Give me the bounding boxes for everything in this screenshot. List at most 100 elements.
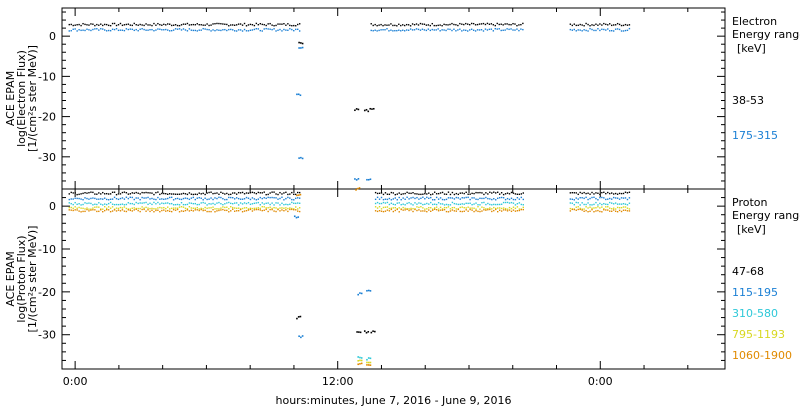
- data-point-proton-1: [216, 197, 218, 200]
- data-point-electron-1: [241, 30, 244, 32]
- legend-entry-proton: 310-580: [732, 307, 778, 320]
- data-point-electron-1: [591, 28, 593, 31]
- data-point-electron-0: [206, 23, 208, 25]
- data-point-proton-3: [200, 207, 202, 210]
- data-point-proton-4: [174, 209, 177, 211]
- data-point-proton-3: [139, 207, 141, 210]
- data-point-proton-2: [68, 202, 70, 204]
- data-point-proton-4: [285, 209, 287, 211]
- data-point-proton-4: [453, 210, 456, 212]
- data-point-proton-2: [388, 203, 391, 206]
- data-point-proton-3: [226, 206, 228, 208]
- data-point-proton-0: [253, 192, 256, 194]
- data-point-proton-4: [483, 209, 485, 211]
- data-point-proton-4: [416, 209, 418, 212]
- data-point-proton-0: [153, 193, 155, 196]
- data-point-proton-0: [614, 192, 617, 195]
- data-point-electron-1: [285, 29, 287, 31]
- data-point-electron-0: [170, 24, 173, 27]
- data-point-electron-0: [455, 24, 457, 26]
- data-point-proton-4: [210, 210, 212, 213]
- data-point-proton-3: [408, 208, 410, 210]
- data-point-proton-0: [86, 192, 88, 194]
- data-point-electron-1: [518, 29, 520, 32]
- data-point-proton-0: [194, 193, 196, 195]
- data-point-proton-1: [380, 196, 383, 199]
- data-point-electron-1: [102, 28, 104, 30]
- data-point-proton-0: [358, 331, 360, 333]
- data-point-proton-3: [153, 208, 155, 210]
- data-point-proton-4: [289, 208, 291, 211]
- data-point-proton-4: [265, 208, 267, 211]
- data-point-proton-1: [176, 197, 179, 200]
- data-point-electron-1: [443, 29, 445, 31]
- data-point-proton-0: [98, 192, 100, 194]
- data-point-electron-1: [405, 29, 408, 31]
- data-point-proton-4: [68, 209, 70, 211]
- data-point-proton-3: [176, 207, 179, 209]
- data-point-proton-4: [155, 209, 157, 212]
- data-point-electron-1: [265, 27, 267, 30]
- data-point-proton-3: [172, 207, 175, 209]
- data-point-proton-2: [243, 202, 246, 204]
- data-point-proton-0: [585, 192, 587, 195]
- data-point-proton-2: [194, 202, 196, 205]
- data-point-electron-1: [386, 28, 388, 30]
- data-point-proton-1: [428, 197, 430, 200]
- data-point-proton-4: [204, 209, 206, 212]
- data-point-electron-0: [614, 24, 617, 26]
- data-point-electron-0: [369, 107, 372, 110]
- data-point-proton-0: [575, 192, 577, 194]
- data-point-proton-4: [253, 209, 256, 211]
- data-point-proton-1: [200, 197, 202, 199]
- data-point-proton-1: [273, 197, 275, 199]
- data-point-electron-0: [90, 23, 92, 25]
- data-point-electron-0: [384, 24, 386, 26]
- data-point-electron-0: [502, 24, 504, 26]
- data-point-proton-2: [607, 203, 609, 206]
- data-point-proton-2: [289, 203, 291, 205]
- data-point-electron-1: [583, 29, 585, 31]
- data-point-proton-2: [161, 202, 163, 204]
- data-point-electron-0: [374, 23, 376, 26]
- data-point-proton-3: [249, 207, 252, 209]
- data-point-proton-1: [259, 196, 261, 199]
- data-point-proton-3: [220, 207, 222, 209]
- data-point-electron-1: [490, 28, 493, 30]
- data-point-proton-3: [443, 206, 446, 209]
- data-point-proton-4: [212, 208, 214, 211]
- data-point-proton-0: [426, 193, 428, 195]
- data-point-electron-0: [224, 23, 226, 25]
- data-point-proton-2: [591, 204, 593, 206]
- data-point-proton-3: [597, 206, 599, 208]
- data-point-proton-0: [297, 316, 300, 318]
- data-point-proton-4: [129, 209, 132, 212]
- data-point-proton-1: [261, 197, 263, 200]
- data-point-proton-3: [508, 206, 511, 209]
- data-point-proton-4: [496, 210, 499, 213]
- data-point-proton-0: [141, 191, 143, 194]
- data-point-proton-4: [369, 364, 372, 366]
- data-point-proton-2: [107, 202, 110, 205]
- data-point-proton-0: [410, 192, 412, 195]
- data-point-electron-0: [178, 24, 181, 27]
- data-point-proton-3: [168, 208, 171, 210]
- data-point-proton-3: [447, 206, 450, 208]
- data-point-electron-0: [174, 24, 177, 26]
- data-point-electron-0: [121, 24, 124, 27]
- data-point-proton-1: [495, 199, 497, 201]
- data-point-proton-4: [297, 210, 299, 212]
- data-point-proton-0: [167, 193, 169, 195]
- data-point-electron-0: [249, 23, 252, 26]
- data-point-proton-0: [80, 193, 82, 195]
- data-point-proton-3: [271, 207, 273, 210]
- data-point-proton-4: [491, 210, 493, 213]
- data-point-electron-1: [123, 29, 126, 32]
- y-tick-label-proton: -20: [38, 286, 56, 299]
- data-point-proton-0: [196, 193, 198, 196]
- data-point-proton-0: [376, 192, 379, 195]
- data-point-proton-2: [295, 202, 297, 205]
- data-point-proton-3: [620, 206, 623, 209]
- data-point-electron-1: [599, 29, 601, 32]
- data-point-proton-2: [94, 203, 96, 205]
